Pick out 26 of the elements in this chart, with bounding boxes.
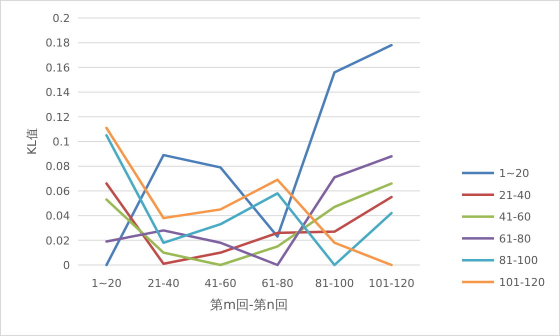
x-tick-label: 41-60 (204, 277, 236, 290)
y-tick-label: 0.06 (46, 184, 70, 198)
y-tick-label: 0.12 (46, 110, 70, 124)
y-tick-label: 0.18 (46, 36, 70, 50)
x-tick-label: 61-80 (262, 277, 294, 290)
y-tick-label: 0.14 (46, 86, 70, 100)
legend-label: 21-40 (499, 188, 531, 202)
y-axis-title: KL值 (25, 128, 39, 155)
x-tick-label: 101-120 (368, 277, 414, 290)
y-tick-label: 0.2 (52, 12, 70, 25)
y-tick-label: 0.16 (46, 61, 70, 74)
x-tick-label: 1~20 (91, 277, 122, 290)
x-axis-title: 第m回-第n回 (210, 298, 288, 313)
y-tick-label: 0.08 (46, 160, 70, 174)
legend-label: 61-80 (499, 232, 531, 246)
legend-label: 81-100 (499, 254, 538, 268)
legend-label: 1~20 (499, 167, 530, 180)
x-tick-label: 21-40 (148, 277, 180, 290)
x-tick-label: 81-100 (315, 277, 354, 290)
legend-label: 41-60 (499, 210, 531, 224)
y-tick-label: 0 (63, 259, 70, 272)
y-tick-label: 0.1 (52, 136, 70, 148)
line-series (105, 155, 393, 266)
line-series (105, 44, 393, 266)
y-tick-label: 0.04 (46, 210, 70, 223)
y-tick-label: 0.02 (46, 234, 70, 248)
